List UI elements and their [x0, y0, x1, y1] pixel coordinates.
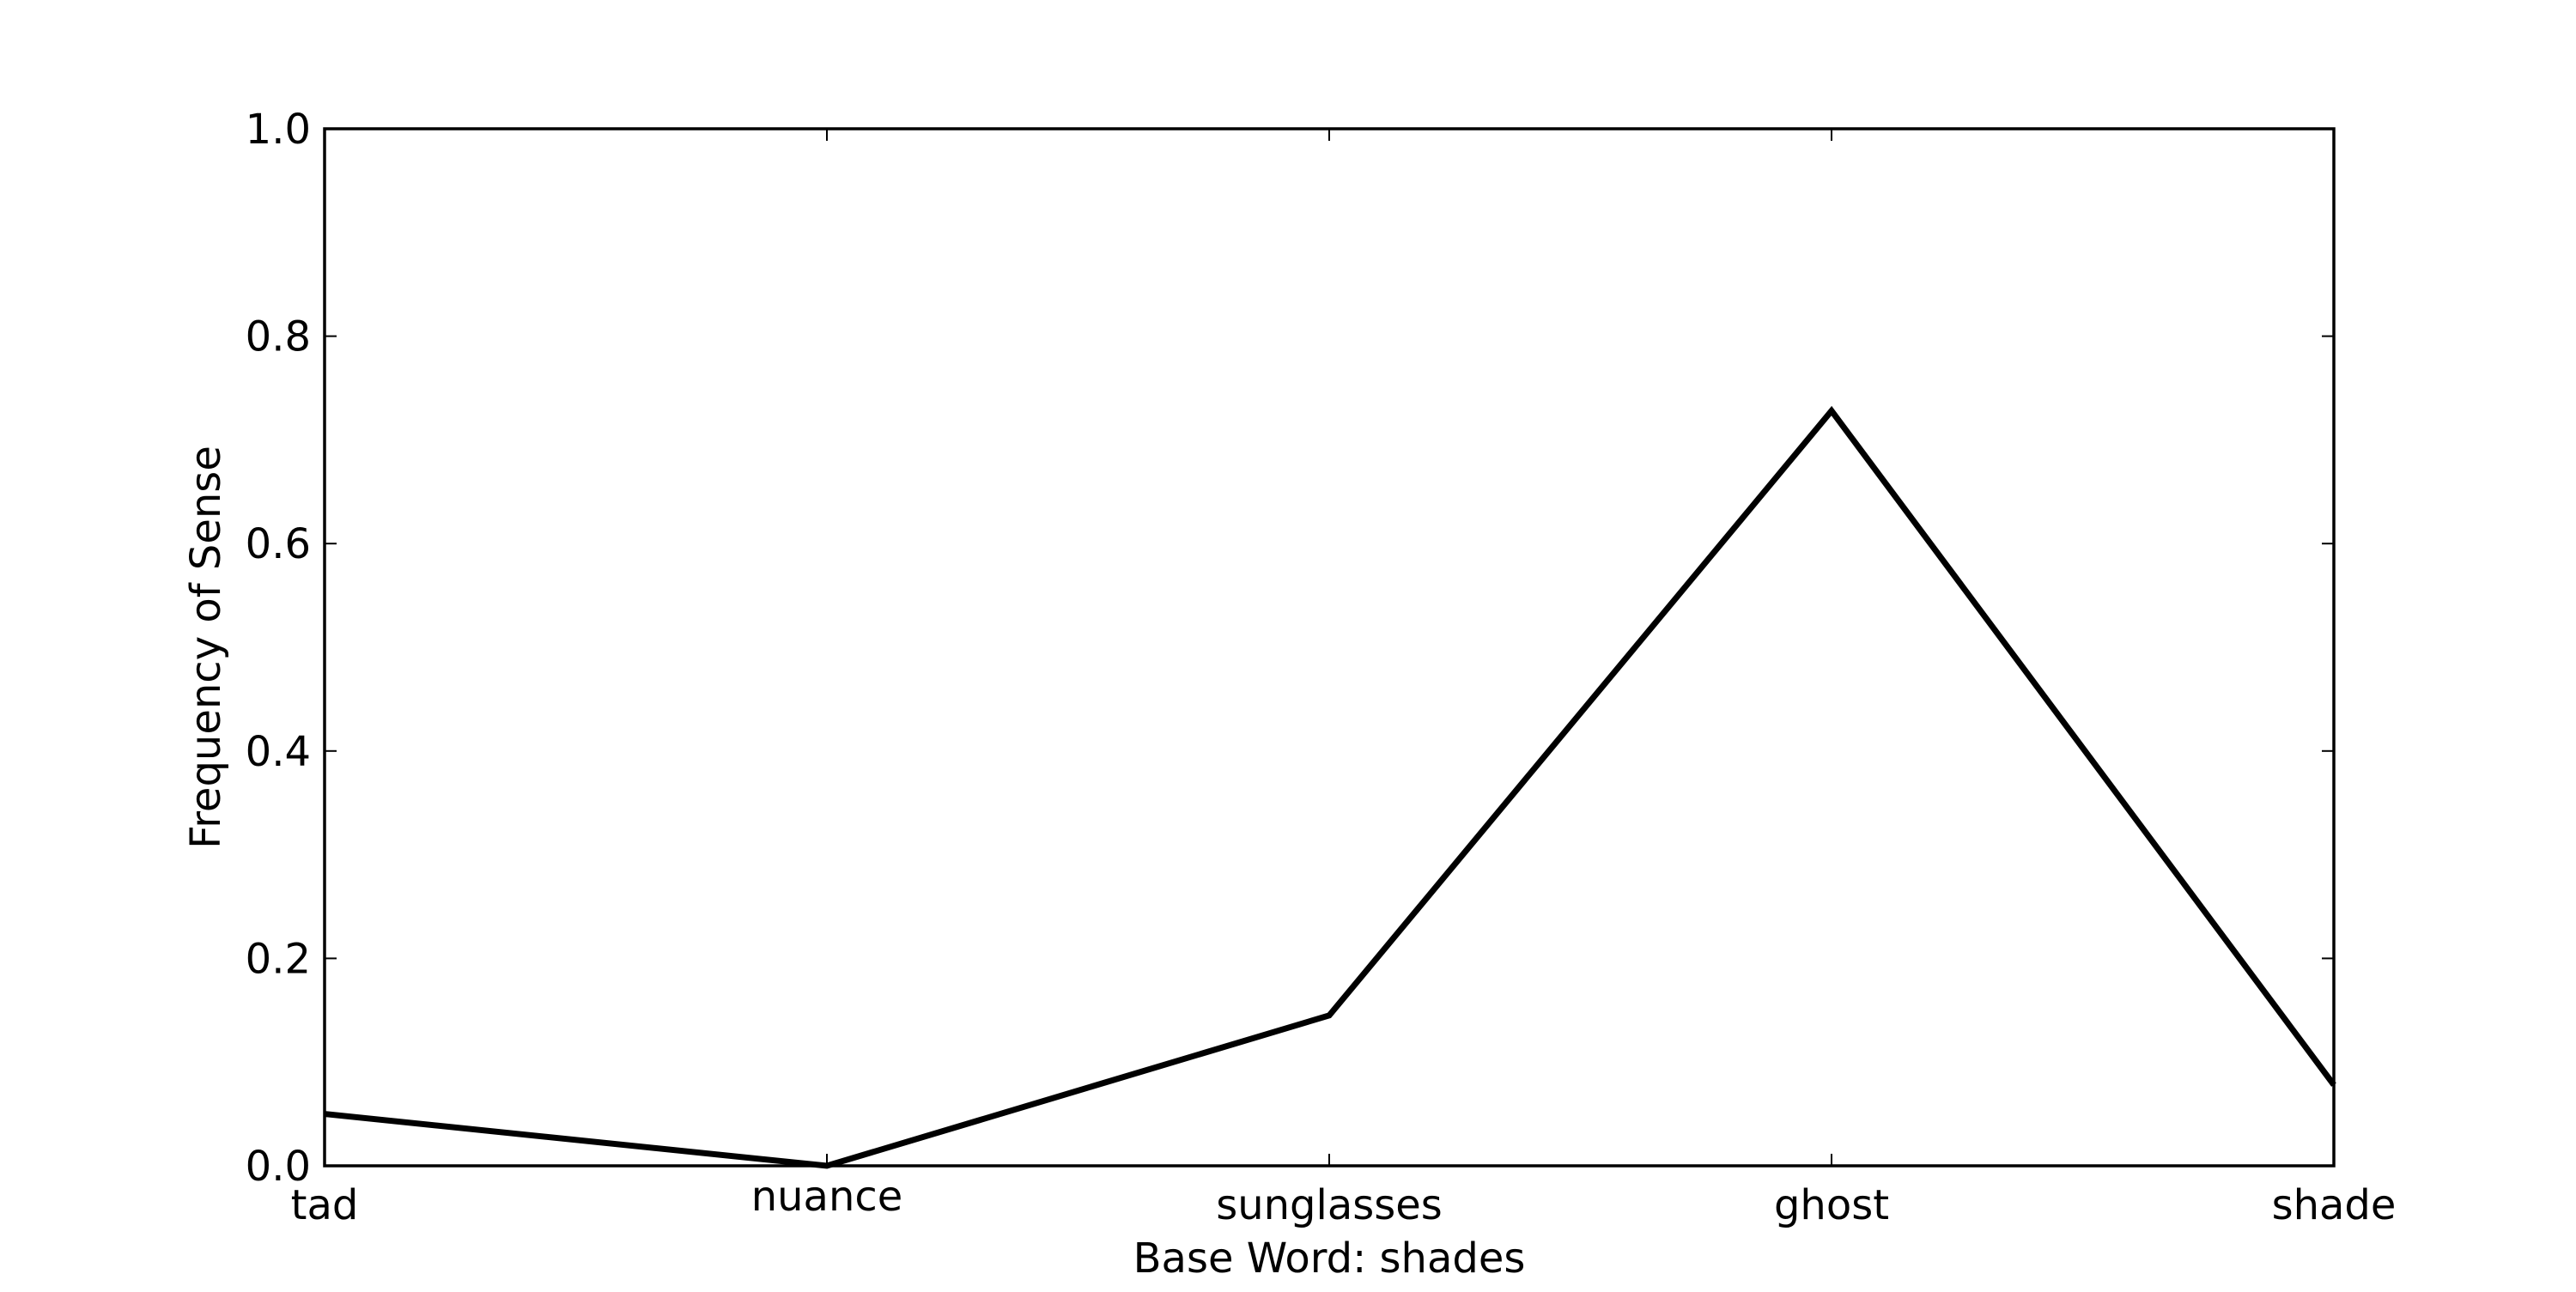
y-tick-label: 0.8	[246, 313, 311, 361]
y-tick-label: 0.0	[246, 1143, 311, 1191]
y-axis-label: Frequency of Sense	[182, 446, 230, 849]
x-axis-label: Base Word: shades	[1133, 1234, 1526, 1283]
x-tick-label: sunglasses	[1216, 1181, 1443, 1229]
x-tick-label: nuance	[751, 1173, 903, 1221]
y-tick-label: 1.0	[246, 106, 311, 154]
x-tick-label: tad	[291, 1181, 359, 1229]
series-layer	[324, 405, 2336, 1169]
x-tick-label: ghost	[1774, 1181, 1889, 1229]
series-line	[324, 405, 2336, 1169]
y-tick-label: 0.6	[246, 520, 311, 568]
y-tick-label: 0.2	[246, 935, 311, 983]
tick-labels-layer: 0.0 0.2 0.4 0.6 0.8 1.0 tad nuance sunglasses gho…	[246, 106, 2397, 1229]
x-tick-label: shade	[2272, 1181, 2397, 1229]
plot-frame	[323, 127, 2336, 1168]
y-tick-label: 0.4	[246, 728, 311, 776]
